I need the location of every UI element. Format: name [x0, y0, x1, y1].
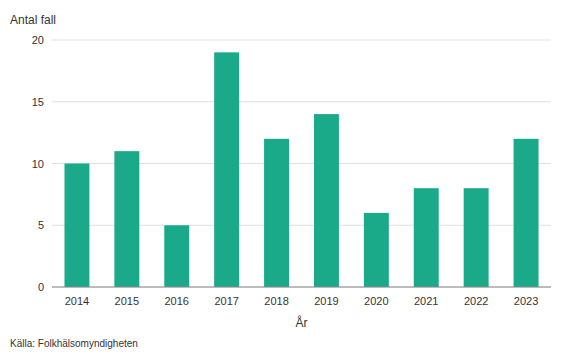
- source-note: Källa: Folkhälsomyndigheten: [10, 338, 138, 349]
- bar: [464, 188, 489, 287]
- x-tick-label: 2018: [264, 295, 288, 307]
- grid-line: [52, 287, 551, 288]
- chart: 0 5 10 15 20 2014 2015 2016 2017 2018 2019 2020 2021…: [0, 0, 567, 355]
- y-ticks: 0 5 10 15 20: [32, 34, 44, 293]
- x-tick-label: 2023: [514, 295, 538, 307]
- bar: [214, 52, 239, 287]
- bar: [264, 139, 289, 287]
- y-axis-label: Antal fall: [10, 13, 56, 27]
- grid-line: [52, 40, 551, 41]
- y-tick-label: 0: [38, 281, 44, 293]
- x-tick-label: 2022: [464, 295, 488, 307]
- bar: [164, 225, 189, 287]
- y-tick-label: 15: [32, 96, 44, 108]
- x-tick-label: 2017: [214, 295, 238, 307]
- x-axis-label: År: [296, 315, 308, 330]
- bar: [64, 164, 89, 288]
- bar: [514, 139, 539, 287]
- x-tick-label: 2015: [115, 295, 139, 307]
- x-tick-label: 2014: [65, 295, 89, 307]
- bar: [364, 213, 389, 287]
- y-tick-label: 10: [32, 158, 44, 170]
- grid-line: [52, 101, 551, 102]
- bars: [64, 52, 538, 287]
- bar: [114, 151, 139, 287]
- y-tick-label: 20: [32, 34, 44, 46]
- chart-container: 0 5 10 15 20 2014 2015 2016 2017 2018 2019 2020 2021…: [0, 0, 567, 355]
- y-tick-label: 5: [38, 219, 44, 231]
- x-axis-line: [52, 287, 551, 288]
- grid: [52, 40, 551, 287]
- x-tick-label: 2021: [414, 295, 438, 307]
- x-tick-label: 2019: [314, 295, 338, 307]
- x-tick-label: 2020: [364, 295, 388, 307]
- bar: [314, 114, 339, 287]
- x-ticks: 2014 2015 2016 2017 2018 2019 2020 2021 2022 2023: [65, 295, 539, 307]
- x-tick-label: 2016: [165, 295, 189, 307]
- bar: [414, 188, 439, 287]
